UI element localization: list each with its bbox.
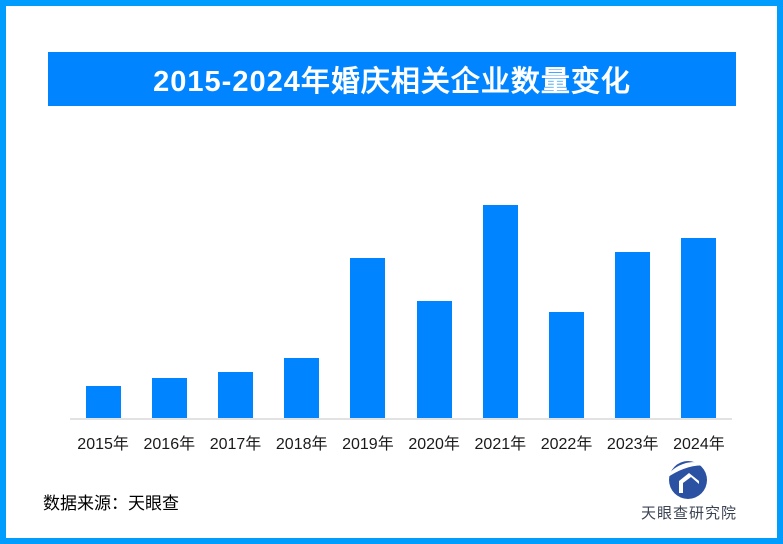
x-axis-label-2017年: 2017年 (209, 436, 262, 453)
bar-2024年 (681, 238, 717, 418)
data-source-label: 数据来源：天眼查 (43, 494, 179, 513)
x-axis-line (70, 418, 732, 420)
bar-slot (533, 150, 599, 418)
bar-2023年 (615, 252, 651, 418)
chart-title-banner: 2015-2024年婚庆相关企业数量变化 (48, 52, 736, 106)
bar-slot (269, 150, 335, 418)
brand-name: 天眼查研究院 (640, 505, 737, 522)
bar-slot (666, 150, 732, 418)
x-axis-label-2019年: 2019年 (342, 436, 394, 453)
bar-2020年 (416, 301, 452, 418)
bar-2015年 (85, 386, 121, 418)
x-axis-label-2018年: 2018年 (275, 436, 328, 453)
x-axis-label-2021年: 2021年 (474, 436, 527, 453)
bar-2019年 (350, 258, 386, 418)
x-axis-label-2022年: 2022年 (540, 436, 593, 453)
bar-2017年 (218, 372, 253, 418)
bar-slot (467, 150, 533, 418)
x-axis-label-2023年: 2023年 (606, 436, 659, 453)
bar-2021年 (482, 205, 518, 418)
bar-slot (70, 150, 136, 418)
x-axis-label-2020年: 2020年 (408, 436, 460, 453)
bar-slot (600, 150, 666, 418)
bar-2018年 (284, 358, 320, 418)
bar-2022年 (549, 312, 585, 418)
bar-slot (335, 150, 401, 418)
bar-2016年 (151, 378, 187, 418)
bar-slot (202, 150, 268, 418)
bar-slot (136, 150, 202, 418)
x-axis-label-2016年: 2016年 (143, 436, 196, 453)
tianyancha-eye-house-logo-icon (666, 461, 711, 499)
chart-plot-area (70, 150, 732, 420)
x-axis-labels: 2015年 2016年 2017年 2018年 2019年 2020年 2021年 2022年… (70, 430, 732, 454)
x-axis-label-2015年: 2015年 (77, 436, 129, 453)
x-axis-label-2024年: 2024年 (673, 436, 725, 453)
chart-title: 2015-2024年婚庆相关企业数量变化 (153, 66, 631, 98)
brand-block: 天眼查研究院 (641, 456, 737, 523)
bar-slot (401, 150, 467, 418)
